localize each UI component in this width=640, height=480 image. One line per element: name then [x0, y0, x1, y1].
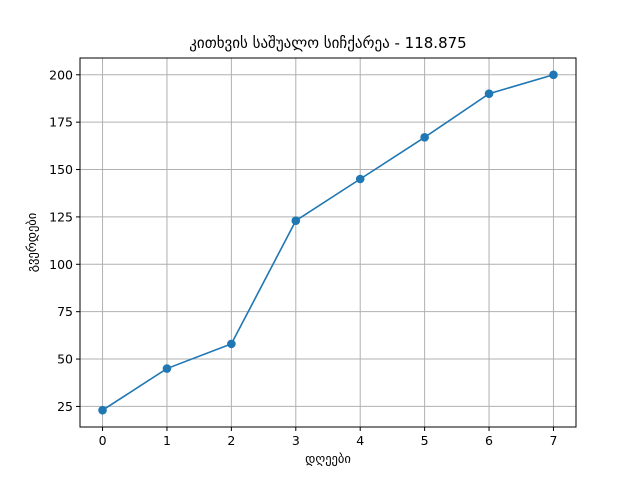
y-tick-label: 75 — [57, 304, 73, 319]
y-tick-label: 125 — [49, 209, 73, 224]
x-tick-label: 3 — [292, 433, 300, 448]
x-tick-label: 5 — [421, 433, 429, 448]
y-tick-label: 50 — [57, 352, 73, 367]
data-point — [291, 216, 301, 226]
data-point — [162, 364, 172, 373]
y-tick-label: 200 — [49, 67, 73, 82]
x-tick-label: 6 — [485, 433, 493, 448]
x-tick-label: 0 — [99, 433, 107, 448]
y-tick-label: 100 — [49, 257, 73, 272]
plot-frame — [79, 57, 577, 428]
x-tick-label: 1 — [163, 433, 171, 448]
y-axis-label: გვერდები — [24, 213, 39, 272]
x-tick-label: 2 — [227, 433, 235, 448]
grid-lines — [80, 58, 576, 427]
data-point — [420, 133, 429, 142]
data-point — [484, 89, 494, 99]
y-tick-label: 150 — [49, 162, 73, 177]
data-point — [227, 339, 236, 349]
x-tick-label: 4 — [356, 433, 364, 448]
data-point — [355, 174, 365, 184]
y-tick-label: 175 — [49, 115, 73, 130]
series-layer — [98, 70, 558, 415]
x-axis-label: დღეები — [305, 451, 351, 466]
x-tick-label: 7 — [549, 433, 557, 448]
data-point — [549, 70, 558, 80]
data-point — [98, 405, 107, 415]
y-tick-label: 25 — [57, 399, 73, 414]
series-line — [102, 74, 554, 411]
chart-title: კითხვის საშუალო სიჩქარეა - 118.875 — [189, 34, 466, 52]
ticks: 0 1 2 3 4 5 6 7 25 50 75 100 125 150 175 200 — [49, 67, 557, 448]
